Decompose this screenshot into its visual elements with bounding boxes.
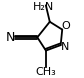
Text: CH₃: CH₃ (36, 67, 56, 77)
Text: O: O (62, 21, 70, 31)
Text: N: N (5, 31, 15, 44)
Text: H₂N: H₂N (33, 2, 54, 12)
Text: N: N (61, 42, 70, 52)
